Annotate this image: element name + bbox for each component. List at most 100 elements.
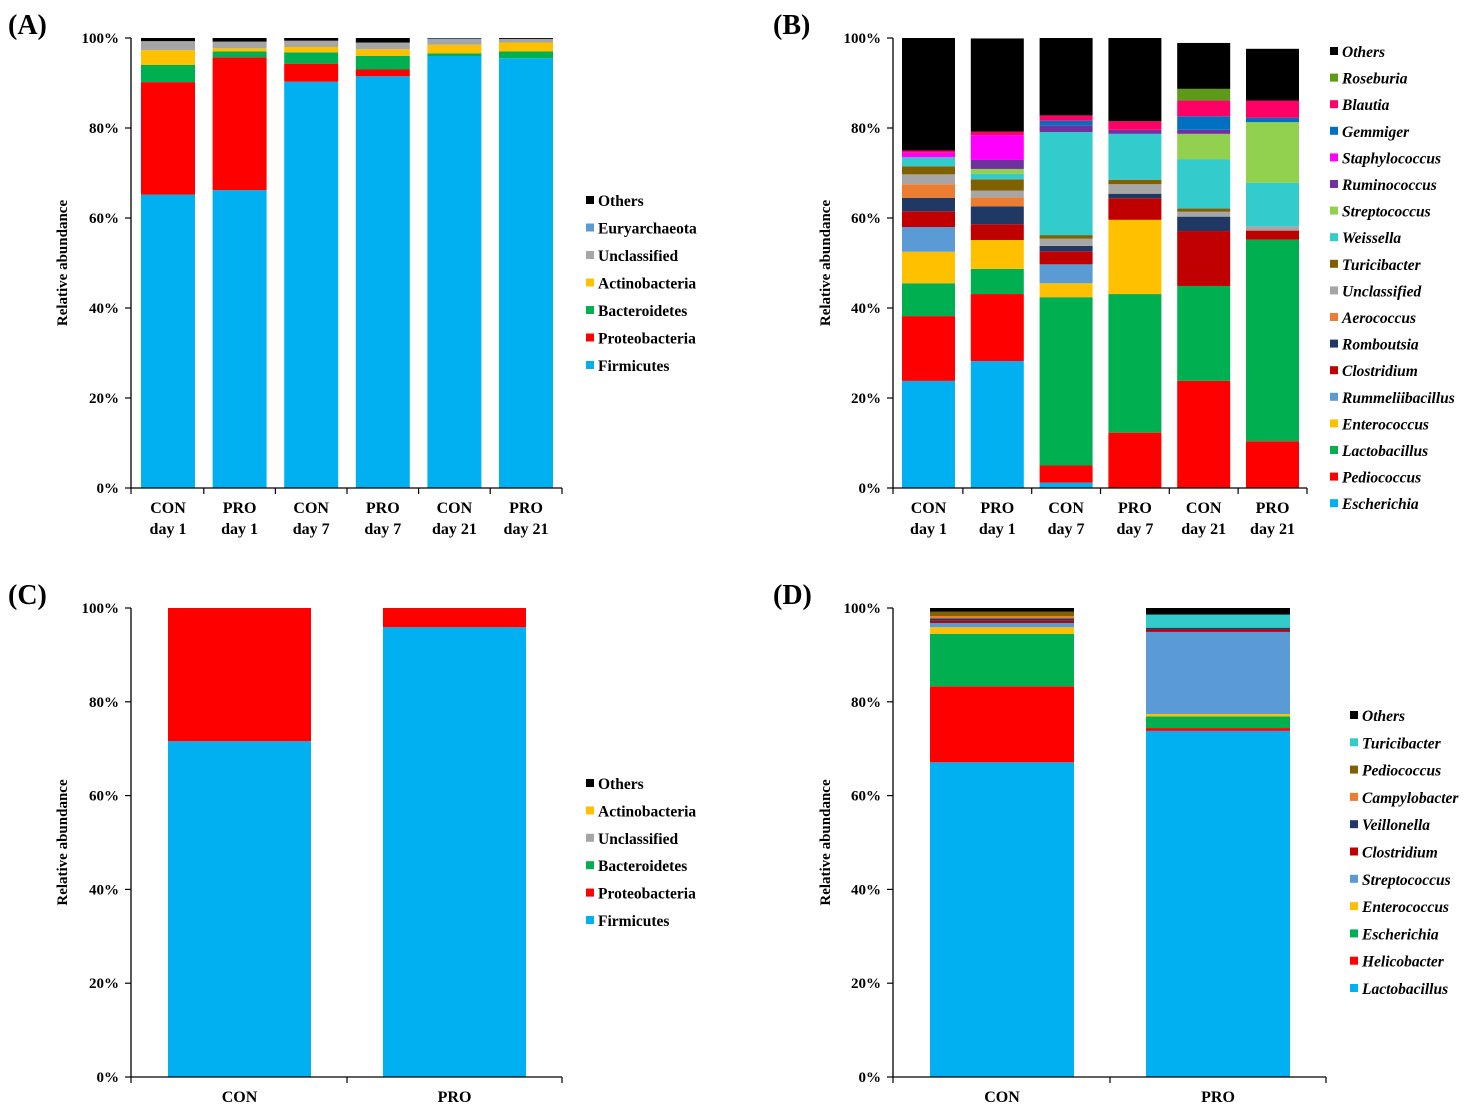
legend-label: Others bbox=[598, 776, 644, 793]
bar-segment bbox=[1177, 129, 1231, 134]
legend-label: Unclassified bbox=[598, 248, 678, 265]
bar-segment bbox=[930, 762, 1074, 1077]
legend-label: Bacteroidetes bbox=[598, 858, 687, 875]
legend-label: Staphylococcus bbox=[1342, 150, 1441, 167]
bar-segment bbox=[1039, 125, 1093, 133]
bar-segment bbox=[1039, 238, 1093, 246]
x-tick-label: day 7 bbox=[364, 521, 401, 538]
legend-label: Rummeliibacillus bbox=[1341, 390, 1455, 407]
y-tick-label: 20% bbox=[89, 976, 119, 992]
bar-segment bbox=[902, 184, 955, 198]
bar-segment bbox=[1039, 297, 1093, 466]
bar-segment bbox=[212, 38, 267, 42]
legend-swatch bbox=[586, 196, 594, 204]
legend-label: Gemmiger bbox=[1342, 124, 1410, 141]
legend-swatch bbox=[586, 333, 594, 342]
legend-label: Clostridium bbox=[1342, 363, 1418, 380]
bar-segment bbox=[970, 179, 1024, 191]
x-tick-label: CON bbox=[911, 500, 947, 517]
legend-swatch bbox=[1350, 765, 1358, 774]
bar-segment bbox=[1146, 631, 1290, 714]
legend-swatch bbox=[1330, 472, 1338, 481]
bar-segment bbox=[902, 197, 955, 212]
bar-segment bbox=[1039, 251, 1093, 265]
legend-label: Escherichia bbox=[1341, 496, 1419, 513]
legend-swatch bbox=[1350, 874, 1358, 883]
bar-segment bbox=[970, 240, 1024, 269]
x-tick-label: day 7 bbox=[1048, 521, 1085, 538]
bar-segment bbox=[1246, 117, 1299, 123]
bar-segment bbox=[930, 615, 1074, 619]
legend-label: Lactobacillus bbox=[1341, 443, 1428, 460]
legend-swatch bbox=[586, 278, 594, 287]
y-axis-title: Relative abundance bbox=[818, 200, 834, 327]
bar-segment bbox=[1039, 283, 1093, 298]
bar-segment bbox=[499, 38, 553, 39]
y-tick-label: 60% bbox=[851, 211, 881, 227]
legend-swatch bbox=[1330, 47, 1338, 55]
bar-segment bbox=[970, 190, 1024, 198]
legend-swatch bbox=[1330, 153, 1338, 162]
bar-segment bbox=[212, 41, 267, 49]
legend-label: Clostridium bbox=[1362, 845, 1438, 862]
legend-swatch bbox=[586, 223, 594, 232]
legend-label: Weissella bbox=[1342, 230, 1401, 247]
bar-segment bbox=[1039, 38, 1093, 116]
chart-panel-c: (C) Relative abundance 0% 20% 40% 60% 80% 100% C… bbox=[8, 580, 696, 1106]
legend-label: Pediococcus bbox=[1362, 763, 1441, 780]
legend-label: Actinobacteria bbox=[598, 803, 696, 820]
legend-label: Proteobacteria bbox=[598, 886, 696, 903]
bar-segment bbox=[284, 52, 339, 64]
legend-swatch bbox=[586, 861, 594, 870]
y-tick-label: 40% bbox=[89, 882, 119, 898]
bar-segment bbox=[499, 58, 553, 488]
x-tick-label: PRO bbox=[438, 1089, 472, 1106]
legend-label: Ruminococcus bbox=[1341, 177, 1437, 194]
y-tick-label: 80% bbox=[851, 695, 881, 711]
bar-segment bbox=[1246, 226, 1299, 231]
legend-swatch bbox=[1330, 180, 1338, 188]
y-tick-label: 0% bbox=[97, 1070, 120, 1086]
bar-segment bbox=[141, 41, 195, 51]
legend-label: Enterococcus bbox=[1341, 416, 1429, 433]
bar-segment bbox=[212, 48, 267, 52]
bar-segment bbox=[1039, 235, 1093, 239]
panel-letter: (C) bbox=[8, 580, 47, 611]
bar-segment bbox=[1177, 88, 1231, 101]
x-tick-label: day 7 bbox=[293, 521, 330, 538]
bar-segment bbox=[284, 40, 339, 47]
y-tick-label: 0% bbox=[97, 481, 120, 497]
legend-swatch bbox=[1330, 392, 1338, 401]
bar-segment bbox=[141, 82, 195, 195]
legend-swatch bbox=[1350, 820, 1358, 829]
bar-segment bbox=[1108, 129, 1162, 134]
legend-label: Actinobacteria bbox=[598, 276, 696, 293]
bar-segment bbox=[1146, 716, 1290, 729]
bar-segment bbox=[1146, 728, 1290, 731]
bar-segment bbox=[1146, 608, 1290, 615]
legend-label: Firmicutes bbox=[598, 913, 669, 930]
y-tick-label: 40% bbox=[89, 301, 119, 317]
legend-label: Streptococcus bbox=[1362, 872, 1451, 889]
legend-swatch bbox=[1330, 233, 1338, 242]
bar-segment bbox=[1246, 122, 1299, 183]
bar-segment bbox=[1108, 184, 1162, 194]
legend-label: Blautia bbox=[1341, 97, 1390, 114]
bar-segment bbox=[930, 608, 1074, 612]
bar-segment bbox=[212, 51, 267, 58]
bar-segment bbox=[427, 38, 482, 40]
chart-panel-d: (D) Relative abundance 0% 20% 40% 60% 80% 100% C… bbox=[773, 580, 1459, 1106]
bar-segment bbox=[1039, 264, 1093, 284]
legend-label: Pediococcus bbox=[1342, 470, 1421, 487]
y-tick-label: 100% bbox=[82, 601, 120, 617]
y-tick-label: 80% bbox=[851, 121, 881, 137]
bar-segment bbox=[902, 251, 955, 284]
bar-segment bbox=[970, 224, 1024, 241]
bar-segment bbox=[141, 194, 195, 488]
bar-segment bbox=[1246, 100, 1299, 118]
y-tick-label: 100% bbox=[844, 601, 882, 617]
legend-label: Euryarchaeota bbox=[598, 221, 697, 238]
chart-panel-a: (A) Relative abundance 0% 20% 40% 60% 80% 100% C… bbox=[8, 10, 697, 538]
legend-swatch bbox=[1350, 956, 1358, 965]
y-tick-label: 100% bbox=[82, 31, 120, 47]
